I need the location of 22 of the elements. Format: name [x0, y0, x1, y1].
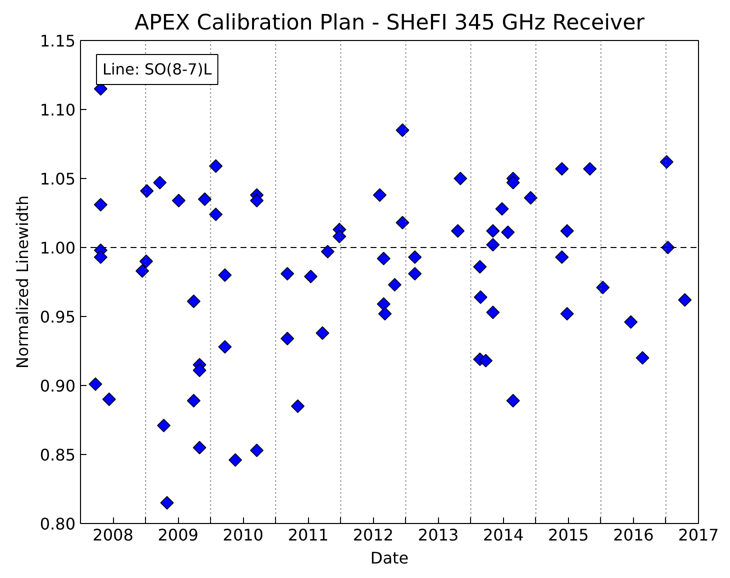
- x-tick-label: 2008: [92, 526, 134, 544]
- y-tick-label: 1.05: [40, 170, 76, 188]
- x-tick-label: 2011: [288, 526, 329, 544]
- x-tick-label: 2017: [678, 526, 719, 544]
- y-tick-label: 0.95: [40, 308, 76, 326]
- x-tick-label: 2010: [222, 526, 264, 544]
- y-tick-label: 1.15: [40, 32, 76, 50]
- x-tick-label: 2014: [482, 526, 524, 544]
- y-tick-label: 1.00: [40, 238, 76, 258]
- x-axis-title: Date: [370, 548, 409, 568]
- chart-title: APEX Calibration Plan - SHeFI 345 GHz Receiver: [134, 10, 645, 36]
- y-tick-label: 0.90: [40, 376, 76, 396]
- y-axis-title: Normalized Linewidth: [12, 195, 32, 369]
- annotation: Line: SO(8-7)L: [102, 60, 212, 78]
- x-tick-label: 2015: [548, 526, 589, 544]
- y-tick-label: 1.10: [40, 100, 76, 120]
- x-tick-label: 2012: [352, 526, 394, 544]
- x-tick-label: 2016: [613, 526, 654, 544]
- x-tick-label: 2009: [158, 526, 198, 544]
- y-tick-label: 0.85: [40, 446, 76, 464]
- x-tick-label: 2013: [418, 526, 459, 544]
- y-tick-label: 0.80: [40, 514, 76, 534]
